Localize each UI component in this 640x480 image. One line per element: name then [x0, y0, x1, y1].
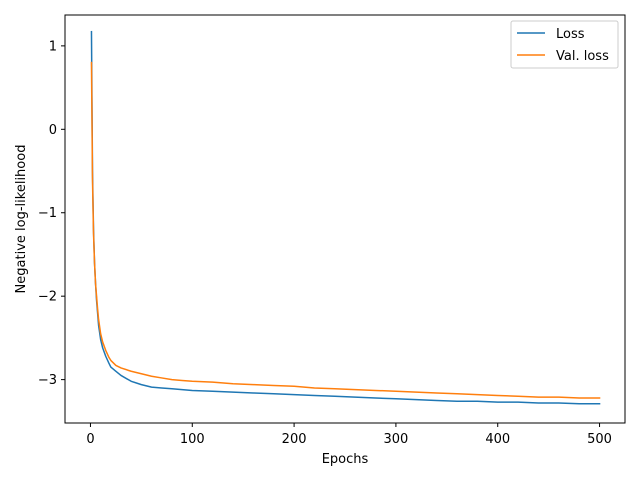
y-tick-label: −2: [38, 290, 57, 305]
x-tick-label: 200: [282, 432, 307, 447]
x-tick-label: 400: [485, 432, 510, 447]
x-axis-label: Epochs: [322, 452, 369, 467]
plot-frame: [64, 14, 626, 424]
x-tick-label: 300: [383, 432, 408, 447]
axes-layer: [64, 14, 626, 424]
series-line-val-loss: [90, 61, 601, 399]
x-tick-label: 100: [180, 432, 205, 447]
y-tick-label: −1: [38, 206, 57, 221]
y-tick-label: 0: [49, 123, 57, 138]
ticks-layer: 0 100 200 300 400 500 −3 −2 −1 0 1: [38, 39, 612, 447]
x-tick-label: 500: [587, 432, 612, 447]
legend-label-loss: Loss: [556, 27, 585, 42]
series-line-loss: [90, 30, 601, 405]
y-tick-label: 1: [49, 39, 57, 54]
series-layer: [90, 30, 601, 405]
x-tick-label: 0: [86, 432, 94, 447]
legend-label-val-loss: Val. loss: [556, 49, 609, 64]
legend: Loss Val. loss: [510, 20, 619, 69]
y-tick-label: −3: [38, 373, 57, 388]
y-axis-label: Negative log-likelihood: [14, 145, 29, 294]
